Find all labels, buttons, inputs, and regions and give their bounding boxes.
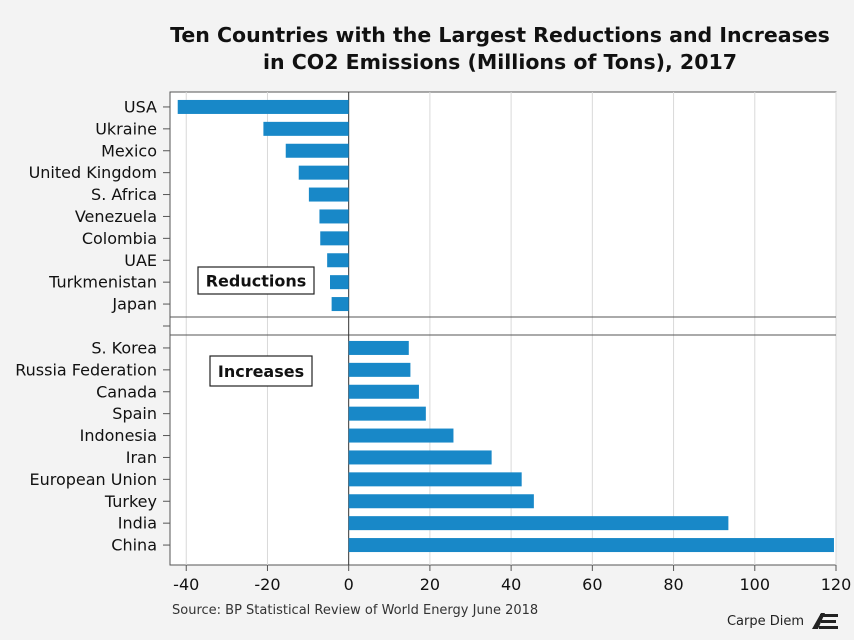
chart-title-line-2: in CO2 Emissions (Millions of Tons), 201… (263, 50, 737, 74)
y-tick-label: Indonesia (80, 426, 157, 445)
bar (298, 165, 349, 180)
bar (348, 472, 522, 487)
x-tick-label: -20 (254, 575, 280, 594)
y-tick-label: Colombia (82, 229, 157, 248)
bar (320, 231, 349, 246)
bar (285, 143, 349, 158)
y-tick-label: Canada (96, 382, 157, 401)
y-tick-label: Spain (112, 404, 157, 423)
aei-logo-icon (812, 613, 838, 629)
x-tick-label: 60 (582, 575, 602, 594)
bar (331, 297, 349, 312)
x-tick-label: 100 (740, 575, 771, 594)
y-tick-label: Turkey (104, 492, 157, 511)
y-tick-label: China (111, 536, 157, 555)
reductions-label-box (197, 266, 315, 295)
x-tick-label: 80 (663, 575, 683, 594)
bar (319, 209, 349, 224)
y-tick-label: Ukraine (95, 119, 157, 138)
bar (348, 406, 426, 421)
y-tick-label: European Union (29, 470, 157, 489)
x-tick-label: -40 (173, 575, 199, 594)
bar (330, 275, 349, 290)
bar (327, 253, 349, 268)
bar (177, 99, 349, 114)
x-tick-label: 20 (420, 575, 440, 594)
bar (348, 384, 419, 399)
credit-text: Carpe Diem (726, 613, 804, 629)
bar (348, 428, 454, 443)
increases-label-box (209, 355, 313, 387)
bar (348, 538, 834, 553)
plot-area (169, 91, 837, 566)
bar (348, 362, 411, 377)
chart-title-line-1: Ten Countries with the Largest Reduction… (170, 23, 830, 47)
bar (263, 121, 349, 136)
chart-title: Ten Countries with the Largest Reduction… (150, 22, 850, 76)
increases-label: Increases (218, 362, 304, 381)
y-tick-label: Mexico (101, 141, 157, 160)
x-tick-label: 120 (821, 575, 852, 594)
reductions-label: Reductions (206, 272, 307, 291)
bar (348, 340, 409, 355)
y-tick-label: Turkmenistan (48, 273, 157, 292)
y-tick-label: Iran (126, 448, 157, 467)
y-tick-label: Japan (111, 295, 157, 314)
bar (348, 516, 729, 531)
bar (348, 494, 534, 509)
credit: Carpe Diem (727, 611, 840, 631)
x-tick-label: 0 (344, 575, 354, 594)
y-tick-label: India (118, 514, 157, 533)
y-tick-label: United Kingdom (29, 163, 157, 182)
y-tick-label: Venezuela (75, 207, 157, 226)
y-tick-label: USA (124, 97, 157, 116)
y-tick-label: Russia Federation (15, 360, 157, 379)
source-note: Source: BP Statistical Review of World E… (172, 603, 539, 618)
bar (308, 187, 349, 202)
bar (348, 450, 492, 465)
x-tick-label: 40 (501, 575, 521, 594)
y-tick-label: S. Africa (91, 185, 157, 204)
y-tick-label: S. Korea (91, 338, 157, 357)
y-tick-label: UAE (124, 251, 157, 270)
